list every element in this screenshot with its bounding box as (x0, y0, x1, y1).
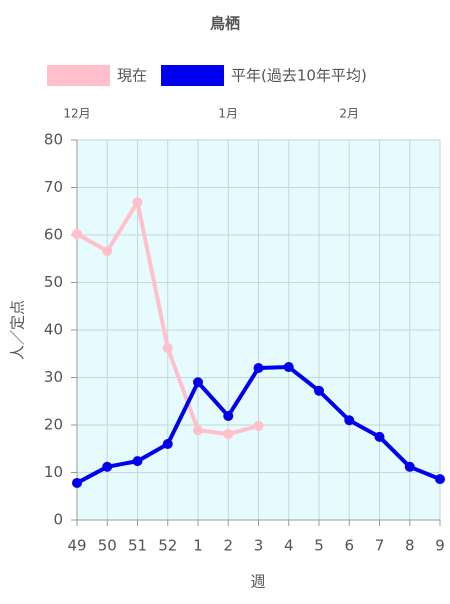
x-tick-label: 1 (193, 537, 203, 555)
data-point (72, 229, 82, 240)
legend-label: 現在 (117, 67, 147, 85)
x-tick-label: 9 (435, 537, 445, 555)
y-tick-label: 50 (44, 273, 63, 291)
y-tick-label: 40 (44, 321, 63, 339)
legend-swatch (47, 65, 110, 86)
legend-swatch (161, 65, 225, 86)
data-point (253, 420, 264, 431)
data-point (132, 197, 143, 208)
x-tick-label: 2 (223, 537, 233, 555)
x-tick-label: 3 (254, 537, 264, 555)
data-point (435, 474, 445, 485)
y-tick-label: 20 (44, 416, 63, 434)
data-point (72, 477, 82, 488)
x-tick-label: 7 (375, 537, 385, 555)
y-axis-label: 人／定点 (9, 300, 27, 360)
data-point (132, 456, 143, 467)
data-point (404, 461, 415, 472)
data-point (283, 362, 294, 373)
y-tick-label: 70 (44, 178, 63, 196)
data-point (253, 363, 264, 373)
data-point (344, 415, 355, 426)
data-point (223, 410, 234, 421)
data-point (314, 385, 324, 396)
data-point (162, 439, 173, 449)
x-tick-label: 49 (67, 537, 86, 555)
data-point (374, 431, 385, 442)
y-tick-label: 60 (44, 226, 63, 244)
month-label: 2月 (339, 107, 359, 121)
data-point (102, 246, 113, 257)
x-tick-label: 8 (405, 537, 415, 555)
legend-label: 平年(過去10年平均) (231, 67, 367, 85)
data-point (102, 461, 113, 472)
data-point (162, 343, 173, 354)
x-tick-label: 5 (314, 537, 324, 555)
y-tick-label: 30 (44, 368, 63, 386)
data-point (223, 429, 234, 440)
data-point (193, 425, 203, 436)
y-tick-label: 10 (44, 463, 63, 481)
x-tick-label: 4 (284, 537, 294, 555)
data-point (193, 377, 203, 388)
y-tick-label: 80 (44, 131, 63, 149)
y-tick-label: 0 (53, 511, 63, 529)
chart-title: 鳥栖 (210, 15, 240, 33)
x-tick-label: 50 (98, 537, 117, 555)
x-tick-label: 6 (344, 537, 354, 555)
x-axis-label: 週 (250, 573, 265, 591)
month-label: 1月 (218, 107, 238, 121)
month-label: 12月 (63, 107, 90, 121)
x-tick-label: 52 (158, 537, 177, 555)
x-tick-label: 51 (128, 537, 147, 555)
